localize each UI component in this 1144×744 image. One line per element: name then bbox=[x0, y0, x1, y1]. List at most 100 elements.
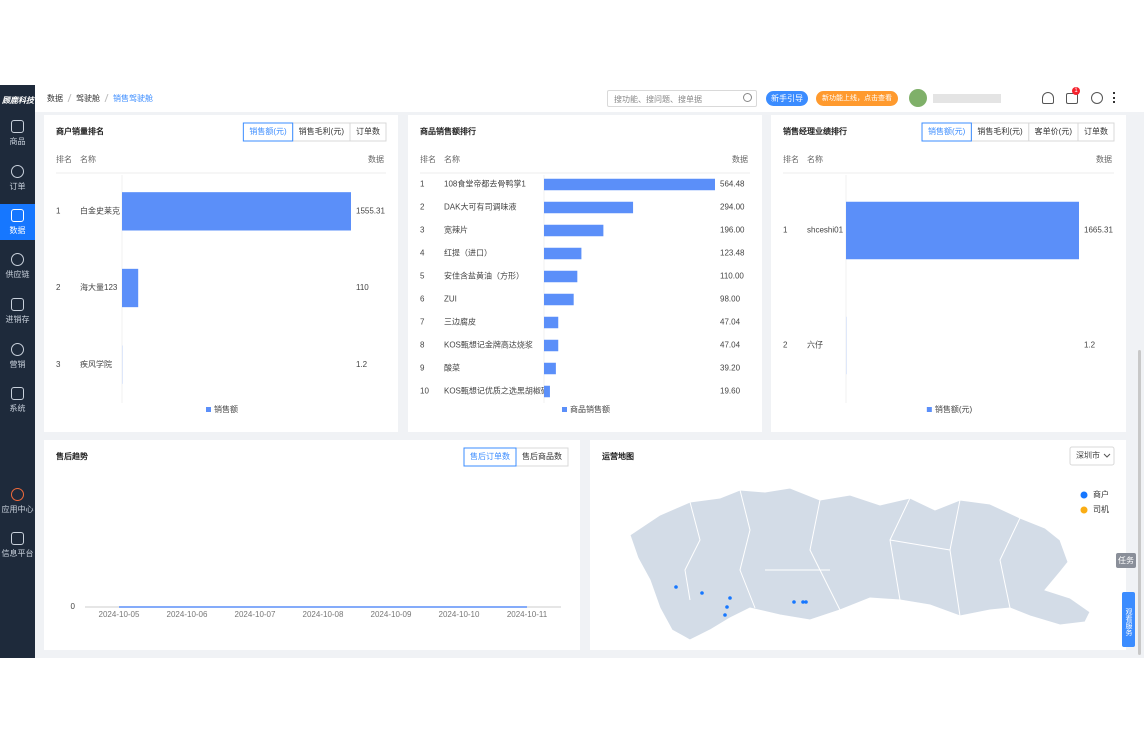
bar bbox=[544, 270, 578, 283]
search-icon bbox=[743, 93, 752, 102]
tab[interactable]: 销售毛利(元) bbox=[292, 122, 351, 142]
column-header: 排名 bbox=[56, 154, 72, 164]
district-borders bbox=[684, 489, 1021, 617]
legend-marker bbox=[1080, 506, 1088, 514]
tab[interactable]: 销售毛利(元) bbox=[970, 122, 1030, 142]
tab[interactable]: 销售额(元) bbox=[921, 122, 972, 142]
merchant-location bbox=[723, 613, 727, 617]
menu-label: 应用中心 bbox=[1, 505, 34, 514]
bar bbox=[544, 178, 715, 191]
breadcrumb-item[interactable]: 销售驾驶舱 bbox=[113, 94, 153, 103]
x-tick-label: 2024-10-09 bbox=[371, 610, 412, 619]
tab[interactable]: 订单数 bbox=[1077, 122, 1115, 142]
user-name-blurred[interactable] bbox=[933, 94, 1001, 103]
map-region bbox=[629, 487, 1091, 641]
menu-item[interactable]: 应用中心 bbox=[0, 483, 35, 519]
column-header: 排名 bbox=[420, 154, 436, 164]
help-icon[interactable] bbox=[1091, 92, 1103, 104]
menu-item[interactable]: 信息平台 bbox=[0, 527, 35, 563]
service-tab[interactable]: 观看服务 bbox=[1122, 592, 1135, 647]
legend-label: 商户 bbox=[1093, 489, 1109, 499]
column-header: 数据 bbox=[1096, 154, 1112, 164]
tab-label: 售后商品数 bbox=[522, 451, 562, 461]
menu-item[interactable]: 营销 bbox=[0, 338, 35, 374]
rank: 10 bbox=[420, 387, 429, 396]
tab-label: 客单价(元) bbox=[1035, 126, 1073, 136]
menu-item[interactable]: 数据 bbox=[0, 204, 35, 240]
new-feature-button[interactable]: 新功能上线，点击查看 bbox=[816, 91, 898, 106]
legend-swatch bbox=[562, 407, 567, 412]
tab[interactable]: 售后订单数 bbox=[463, 447, 517, 467]
value-label: 110 bbox=[356, 283, 369, 292]
tab[interactable]: 客单价(元) bbox=[1028, 122, 1079, 142]
avatar[interactable] bbox=[909, 89, 927, 107]
x-tick-label: 2024-10-05 bbox=[99, 610, 140, 619]
merchant-location bbox=[804, 600, 808, 604]
menu-label: 进销存 bbox=[5, 315, 30, 324]
task-tab[interactable]: 任务 bbox=[1116, 553, 1136, 568]
menu-item[interactable]: 商品 bbox=[0, 115, 35, 151]
menu-icon bbox=[11, 532, 24, 545]
menu-label: 供应链 bbox=[5, 270, 30, 279]
column-header: 名称 bbox=[444, 154, 460, 164]
menu-icon bbox=[11, 165, 24, 178]
rank: 1 bbox=[56, 206, 61, 215]
value-label: 564.48 bbox=[720, 180, 745, 189]
menu-item[interactable]: 进销存 bbox=[0, 293, 35, 329]
menu-icon bbox=[11, 387, 24, 400]
panel-title: 运营地图 bbox=[602, 451, 634, 461]
tab-label: 销售额(元) bbox=[928, 126, 966, 136]
logo: 顾鹿科技 bbox=[2, 96, 34, 105]
menu-item[interactable]: 供应链 bbox=[0, 248, 35, 284]
tab-box bbox=[921, 122, 972, 142]
panel: 商户销量排名 订单数 销售毛利(元) 销售额(元) 排名 名称 数据 1 白金史莱克 1555.3… bbox=[44, 115, 398, 432]
search-box[interactable]: 搜功能、搜问题、搜单据 bbox=[607, 90, 757, 107]
rank: 5 bbox=[420, 272, 425, 281]
row-name: 宽辣片 bbox=[444, 225, 468, 235]
merchant-location bbox=[700, 591, 704, 595]
tab-label: 销售毛利(元) bbox=[977, 126, 1023, 136]
bar bbox=[122, 192, 351, 231]
column-header: 名称 bbox=[80, 154, 96, 164]
panel-canvas: 商户销量排名 订单数 销售毛利(元) 销售额(元) 排名 名称 数据 1 白金史莱克 1555.3… bbox=[56, 122, 387, 414]
value-label: 294.00 bbox=[720, 203, 745, 212]
row-name: ZUI bbox=[444, 295, 457, 304]
tab[interactable]: 销售额(元) bbox=[242, 122, 294, 142]
scrollbar bbox=[1138, 350, 1141, 655]
breadcrumb-item[interactable]: 驾驶舱 bbox=[76, 94, 100, 103]
legend-label: 商品销售额 bbox=[570, 404, 610, 414]
rank: 9 bbox=[420, 364, 425, 373]
menu-item[interactable]: 订单 bbox=[0, 160, 35, 196]
rank: 3 bbox=[420, 226, 425, 235]
dropdown[interactable]: 深圳市 bbox=[1069, 446, 1115, 466]
menu-icon bbox=[11, 488, 24, 501]
legend-swatch bbox=[926, 407, 932, 412]
breadcrumb-item[interactable]: 数据 bbox=[47, 94, 63, 103]
x-tick-label: 2024-10-11 bbox=[507, 610, 548, 619]
tab[interactable]: 订单数 bbox=[349, 122, 387, 142]
column-header: 排名 bbox=[783, 154, 799, 164]
value-label: 47.04 bbox=[720, 318, 741, 327]
value-label: 47.04 bbox=[720, 341, 741, 350]
panel-canvas: 销售经理业绩排行 订单数 客单价(元) 销售毛利(元) 销售额(元) 排名 名称 数据 1 shc… bbox=[783, 122, 1115, 414]
row-name: KOS甄想记优质之选黑胡椒碎 bbox=[444, 386, 549, 396]
value-label: 123.48 bbox=[720, 249, 745, 258]
row-name: DAK大可有司调味液 bbox=[444, 202, 516, 212]
merchant-location bbox=[725, 605, 729, 609]
rank: 2 bbox=[783, 341, 788, 350]
bar bbox=[846, 201, 1079, 260]
row-name: 三边腐皮 bbox=[444, 317, 476, 327]
rank: 4 bbox=[420, 249, 425, 258]
tab[interactable]: 售后商品数 bbox=[515, 447, 569, 467]
more-icon[interactable] bbox=[1113, 92, 1117, 103]
menu-icon bbox=[11, 343, 24, 356]
value-label: 1.2 bbox=[356, 360, 368, 369]
value-label: 98.00 bbox=[720, 295, 741, 304]
menu-item[interactable]: 系统 bbox=[0, 382, 35, 418]
merchant-location bbox=[728, 596, 732, 600]
row-name: shceshi01 bbox=[807, 226, 844, 235]
guide-button[interactable]: 新手引导 bbox=[766, 91, 808, 106]
user-icon[interactable] bbox=[1042, 92, 1054, 104]
